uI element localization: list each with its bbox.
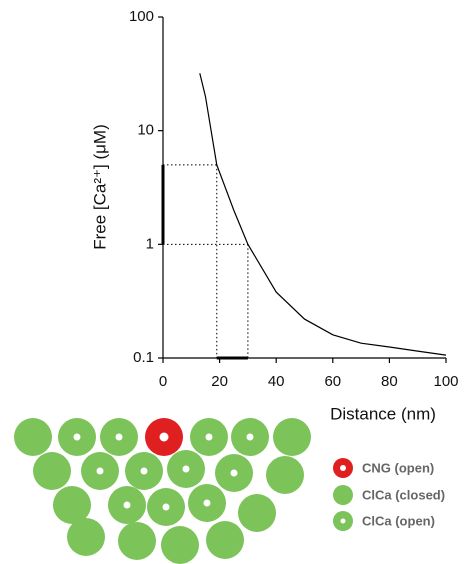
legend: CNG (open) ClCa (closed) ClCa (open): [333, 458, 445, 531]
data-line: [199, 73, 447, 356]
x-tick-label: 100: [433, 373, 458, 390]
y-tick-label: 1: [146, 235, 154, 252]
y-tick-label: 100: [129, 8, 154, 25]
legend-label: ClCa (open): [362, 513, 435, 528]
x-tick-label: 40: [268, 373, 285, 390]
y-axis-label: Free [Ca²⁺] (μM): [90, 124, 109, 250]
legend-label: CNG (open): [362, 460, 434, 475]
x-tick-label: 20: [211, 373, 228, 390]
y-tick-label: 0.1: [133, 349, 154, 366]
x-tick-label: 80: [381, 373, 398, 390]
channel-diagram: [14, 418, 311, 564]
x-tick-label: 60: [324, 373, 341, 390]
y-tick-label: 10: [137, 122, 154, 139]
x-tick-label: 0: [159, 373, 167, 390]
legend-label: ClCa (closed): [362, 487, 445, 502]
x-axis-label: Distance (nm): [330, 404, 436, 423]
